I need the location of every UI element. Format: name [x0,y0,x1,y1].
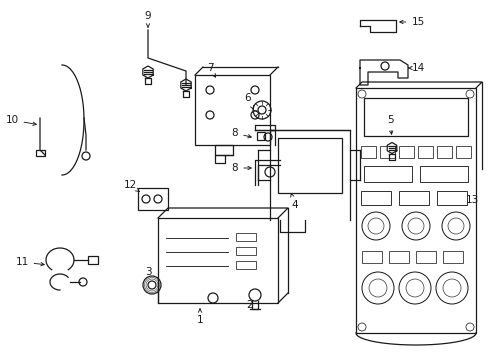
Text: 15: 15 [399,17,424,27]
Text: 13: 13 [465,195,478,205]
Bar [379,146,394,158]
Bar [442,251,462,263]
Bar [236,233,256,241]
Bar [215,155,224,163]
Bar [388,251,408,263]
Bar [436,191,466,205]
Text: 10: 10 [5,115,36,125]
Bar [415,251,435,263]
Bar [278,138,341,193]
Bar [436,146,451,158]
Text: 8: 8 [231,163,251,173]
Bar [455,146,470,158]
Text: 14: 14 [407,63,424,73]
Bar [236,247,256,255]
Text: 3: 3 [144,267,151,277]
Bar [236,261,256,269]
Text: 2: 2 [246,300,253,310]
Bar [398,146,413,158]
Text: 5: 5 [386,115,392,134]
Bar [417,146,432,158]
Bar [158,218,278,303]
Bar [363,98,467,136]
Bar [355,88,475,333]
Text: 11: 11 [15,257,44,267]
Bar [363,166,411,182]
Bar [88,256,98,264]
Bar [360,191,390,205]
Text: 1: 1 [196,309,203,325]
Bar [36,150,45,156]
Text: 9: 9 [144,11,151,27]
Bar [398,191,428,205]
Bar [419,166,467,182]
Text: 4: 4 [290,194,298,210]
Text: 12: 12 [123,180,139,192]
Bar [360,146,375,158]
Text: 7: 7 [206,63,215,77]
Bar [361,251,381,263]
Text: 6: 6 [244,93,253,109]
Text: 8: 8 [231,128,251,138]
Bar [195,75,269,145]
Bar [215,145,232,155]
Bar [138,188,168,210]
Bar [257,132,264,140]
